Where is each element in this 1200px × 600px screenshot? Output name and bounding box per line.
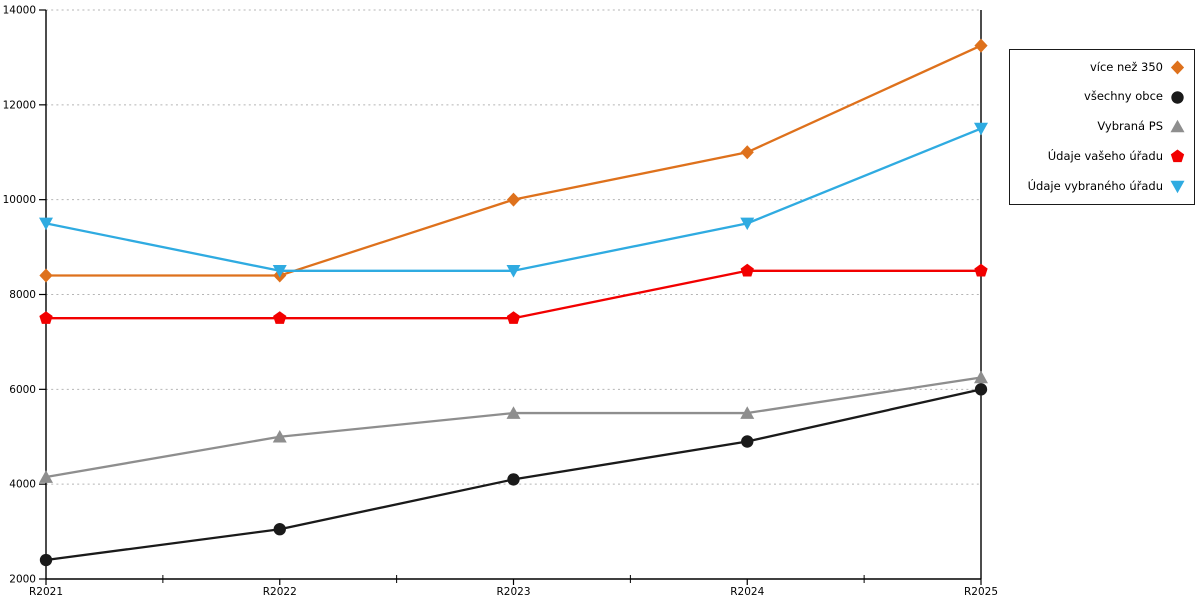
- y-axis-tick-label: 4000: [9, 479, 36, 491]
- legend-item: více než 350: [1014, 53, 1186, 82]
- legend-label: více než 350: [1089, 59, 1163, 74]
- legend-item: Údaje vybraného úřadu: [1014, 172, 1186, 201]
- pentagon-icon: [1170, 149, 1185, 163]
- data-point-triangle-up-icon: [272, 429, 287, 443]
- data-point-triangle-down-icon: [740, 217, 755, 231]
- legend-label: Údaje vybraného úřadu: [1027, 178, 1163, 193]
- diamond-icon: [1170, 60, 1185, 75]
- series-line-0: [44, 44, 983, 277]
- data-point-diamond-icon: [39, 268, 53, 283]
- series-line-2: [44, 376, 983, 479]
- triangle-down-icon: [1170, 180, 1185, 194]
- y-axis-tick-label: 14000: [3, 5, 36, 17]
- circle-icon: [1169, 89, 1186, 106]
- x-axis-tick-label: R2022: [263, 586, 297, 598]
- data-point-triangle-down-icon: [39, 217, 53, 231]
- legend-label: Vybraná PS: [1097, 119, 1163, 134]
- data-point-circle-icon: [974, 383, 988, 396]
- legend-item: Vybraná PS: [1014, 112, 1186, 141]
- data-point-diamond-icon: [506, 192, 521, 207]
- x-axis-tick-label: R2025: [964, 586, 998, 598]
- data-point-pentagon-icon: [740, 263, 754, 277]
- x-axis-tick-label: R2021: [29, 586, 63, 598]
- data-point-pentagon-icon: [506, 311, 521, 324]
- diamond-icon: [1169, 59, 1186, 76]
- triangle-down-icon: [1169, 178, 1186, 195]
- legend-label: Údaje vašeho úřadu: [1047, 149, 1163, 164]
- data-point-triangle-up-icon: [974, 370, 988, 384]
- y-axis-tick-label: 2000: [9, 574, 36, 586]
- legend-item: Údaje vašeho úřadu: [1014, 142, 1186, 171]
- data-point-circle-icon: [273, 523, 286, 536]
- data-point-triangle-down-icon: [272, 264, 287, 278]
- legend-label: všechny obce: [1084, 89, 1163, 104]
- data-point-triangle-down-icon: [506, 264, 521, 278]
- data-point-triangle-up-icon: [39, 470, 53, 483]
- data-point-circle-icon: [39, 553, 53, 567]
- data-point-triangle-down-icon: [974, 122, 988, 136]
- data-point-triangle-up-icon: [506, 406, 521, 419]
- data-point-pentagon-icon: [974, 263, 988, 277]
- y-axis-tick-label: 10000: [3, 194, 36, 206]
- y-axis-tick-label: 6000: [9, 384, 36, 396]
- legend-item: všechny obce: [1014, 83, 1186, 112]
- data-point-pentagon-icon: [39, 311, 53, 324]
- x-axis-tick-label: R2024: [730, 586, 764, 598]
- data-point-circle-icon: [507, 473, 520, 486]
- data-point-circle-icon: [741, 435, 754, 448]
- data-point-triangle-up-icon: [740, 406, 755, 419]
- y-axis-tick-label: 8000: [9, 289, 36, 301]
- series-line-3: [44, 269, 983, 320]
- x-axis-tick-label: R2023: [496, 586, 530, 598]
- triangle-up-icon: [1169, 118, 1186, 135]
- pentagon-icon: [1169, 148, 1186, 165]
- data-point-diamond-icon: [740, 145, 754, 160]
- data-point-pentagon-icon: [273, 311, 287, 324]
- triangle-up-icon: [1170, 120, 1185, 133]
- circle-icon: [1171, 90, 1184, 104]
- legend: více než 350 všechny obce Vybraná PS Úda…: [1009, 49, 1195, 205]
- data-point-diamond-icon: [974, 38, 988, 53]
- y-axis-tick-label: 12000: [3, 99, 36, 111]
